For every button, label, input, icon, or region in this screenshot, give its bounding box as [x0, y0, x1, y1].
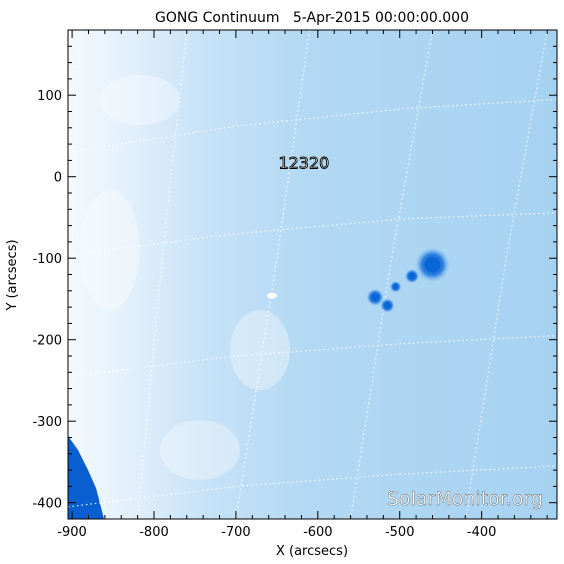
latitude-line: [68, 98, 557, 153]
sunspot-group: [366, 247, 451, 313]
bright-spot: [266, 292, 277, 299]
x-axis-label: X (arcsecs): [276, 544, 348, 559]
longitude-line: [235, 30, 311, 519]
x-tick-label: -800: [139, 525, 169, 540]
watermark: SolarMonitor.org: [387, 488, 543, 510]
off-disk-region: [68, 436, 104, 519]
longitude-line: [464, 30, 548, 519]
y-tick-label: 100: [37, 89, 62, 104]
x-tick-label: -600: [303, 525, 333, 540]
y-tick-label: -100: [32, 252, 62, 267]
sunspot-umbra: [384, 302, 391, 309]
longitude-line: [71, 30, 81, 242]
y-tick-label: 0: [54, 171, 62, 186]
active-region-label: 12320: [278, 154, 329, 173]
chart-title: GONG Continuum 5-Apr-2015 00:00:00.000: [155, 10, 469, 26]
x-tick-label: -700: [221, 525, 251, 540]
x-axis: -900 -800 -700 -600 -500 -400: [57, 30, 548, 540]
y-tick-label: -200: [32, 334, 62, 349]
solar-disk: [68, 30, 557, 519]
y-axis: 100 0 -100 -200 -300 -400: [32, 29, 557, 512]
x-tick-label: -400: [467, 525, 497, 540]
y-axis-label: Y (arcsecs): [5, 239, 20, 311]
sunspot-umbra: [371, 293, 380, 302]
y-tick-label: -400: [32, 497, 62, 512]
disk-mottling: [80, 75, 290, 480]
x-tick-label: -500: [385, 525, 415, 540]
heliographic-grid: [68, 30, 557, 519]
y-tick-label: -300: [32, 415, 62, 430]
longitude-line: [137, 30, 188, 519]
sunspot-umbra: [424, 256, 441, 273]
longitude-line: [350, 30, 434, 519]
solar-image: [68, 30, 557, 519]
sunspot-umbra: [393, 284, 399, 290]
x-tick-label: -900: [57, 525, 87, 540]
sunspot-umbra: [408, 272, 416, 280]
